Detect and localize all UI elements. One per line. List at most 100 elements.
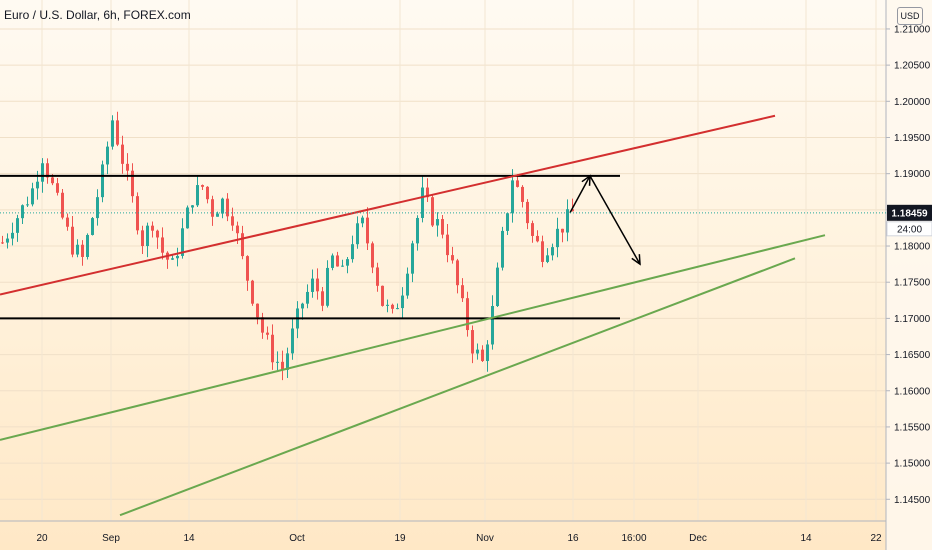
candle-down bbox=[516, 180, 519, 187]
candle-up bbox=[91, 218, 94, 235]
candle-up bbox=[301, 303, 304, 309]
candle-down bbox=[246, 256, 249, 281]
candle-down bbox=[376, 267, 379, 286]
candle-down bbox=[51, 177, 54, 184]
candle-up bbox=[181, 228, 184, 256]
candle-up bbox=[216, 213, 219, 217]
currency-button[interactable]: USD bbox=[897, 7, 923, 25]
candle-up bbox=[306, 291, 309, 304]
candle-up bbox=[551, 247, 554, 256]
candle-down bbox=[371, 243, 374, 268]
x-tick-label: 19 bbox=[394, 533, 406, 544]
candle-up bbox=[11, 232, 14, 239]
y-tick-label: 1.17500 bbox=[894, 278, 931, 289]
price-axis-bg[interactable] bbox=[886, 0, 932, 550]
candle-down bbox=[336, 255, 339, 267]
x-tick-label: Sep bbox=[102, 533, 120, 544]
candle-up bbox=[491, 306, 494, 345]
candle-up bbox=[41, 163, 44, 182]
price-badge-text: 1.18459 bbox=[891, 208, 928, 219]
candle-down bbox=[116, 120, 119, 145]
candle-down bbox=[481, 349, 484, 362]
y-tick-label: 1.15500 bbox=[894, 422, 931, 433]
x-tick-label: 16:00 bbox=[621, 533, 646, 544]
candle-up bbox=[21, 205, 24, 219]
candle-down bbox=[261, 317, 264, 333]
candle-up bbox=[496, 267, 499, 307]
y-tick-label: 1.21000 bbox=[894, 24, 931, 35]
y-tick-label: 1.20500 bbox=[894, 61, 931, 72]
candle-down bbox=[366, 217, 369, 244]
candle-up bbox=[111, 120, 114, 147]
candle-down bbox=[141, 230, 144, 247]
drawings-layer[interactable] bbox=[0, 114, 826, 517]
candle-up bbox=[476, 349, 479, 354]
candle-down bbox=[446, 234, 449, 256]
candle-up bbox=[6, 238, 9, 243]
badge-layer: 1.18459 24:00 bbox=[0, 204, 932, 237]
candle-up bbox=[276, 361, 279, 363]
green-support-trendline-1[interactable] bbox=[0, 234, 826, 441]
x-tick-label: 20 bbox=[36, 533, 48, 544]
y-tick-label: 1.16500 bbox=[894, 350, 931, 361]
candle-down bbox=[151, 225, 154, 231]
x-tick-label: 22 bbox=[870, 533, 882, 544]
candle-up bbox=[396, 308, 399, 310]
y-tick-label: 1.19000 bbox=[894, 169, 931, 180]
candle-down bbox=[136, 196, 139, 231]
y-tick-label: 1.17000 bbox=[894, 314, 931, 325]
candle-up bbox=[386, 304, 389, 306]
x-tick-label: Oct bbox=[289, 533, 305, 544]
candle-down bbox=[471, 330, 474, 354]
candle-down bbox=[441, 219, 444, 235]
red-rising-trendline[interactable] bbox=[0, 114, 776, 296]
candle-down bbox=[321, 291, 324, 306]
candle-down bbox=[466, 298, 469, 331]
candle-down bbox=[521, 186, 524, 202]
candle-up bbox=[346, 259, 349, 266]
candle-up bbox=[351, 244, 354, 260]
x-tick-label: Dec bbox=[689, 533, 707, 544]
y-tick-label: 1.14500 bbox=[894, 495, 931, 506]
candle-down bbox=[381, 285, 384, 306]
x-tick-label: 14 bbox=[800, 533, 812, 544]
x-tick-label: 14 bbox=[183, 533, 195, 544]
candle-up bbox=[411, 243, 414, 274]
candle-up bbox=[146, 225, 149, 247]
candle-down bbox=[126, 163, 129, 171]
candle-down bbox=[541, 241, 544, 262]
green-support-trendline-2[interactable] bbox=[119, 257, 796, 517]
candle-down bbox=[571, 209, 574, 212]
candle-up bbox=[416, 217, 419, 244]
projection-up[interactable] bbox=[569, 175, 591, 214]
y-tick-label: 1.19500 bbox=[894, 133, 931, 144]
candle-up bbox=[556, 228, 559, 248]
candle-down bbox=[431, 197, 434, 226]
candle-down bbox=[241, 233, 244, 257]
candle-up bbox=[196, 185, 199, 206]
candle-down bbox=[161, 237, 164, 253]
candle-up bbox=[171, 258, 174, 260]
candle-up bbox=[501, 230, 504, 268]
price-badge-bg bbox=[887, 204, 932, 221]
candle-up bbox=[186, 207, 189, 229]
candle-up bbox=[421, 187, 424, 218]
candle-down bbox=[226, 198, 229, 217]
candle-down bbox=[46, 163, 49, 178]
projection-down[interactable] bbox=[589, 175, 641, 265]
candle-up bbox=[361, 217, 364, 224]
countdown-badge-bg bbox=[886, 221, 932, 237]
candle-down bbox=[256, 303, 259, 318]
candle-down bbox=[526, 201, 529, 224]
candle-up bbox=[286, 353, 289, 370]
grid-layer bbox=[0, 0, 886, 521]
candle-down bbox=[536, 235, 539, 242]
candle-up bbox=[31, 188, 34, 205]
y-tick-label: 1.15000 bbox=[894, 459, 931, 470]
y-tick-label: 1.18000 bbox=[894, 242, 931, 253]
y-tick-label: 1.20000 bbox=[894, 97, 931, 108]
candle-up bbox=[341, 265, 344, 267]
